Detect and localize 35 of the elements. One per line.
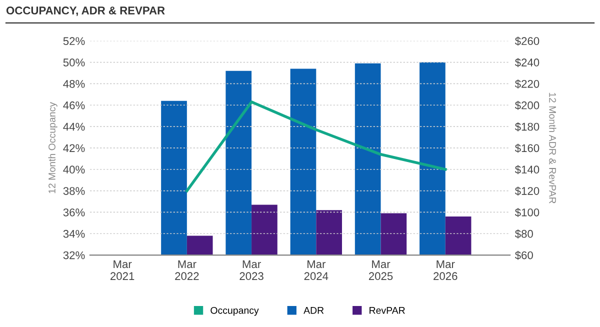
y2-tick-label: $260 [514,36,540,46]
y2-tick-label: $160 [514,144,540,153]
y-tick-label: 32% [63,251,85,260]
y2-tick-label: $220 [514,80,540,89]
legend-label: RevPAR [370,307,405,314]
y-axis-title: 12 Month Occupancy [48,102,58,194]
y-tick-label: 42% [63,144,85,152]
y-tick-label: 50% [63,58,85,66]
y2-tick-label: $60 [514,250,533,260]
x-tick-label: Mar 2026 [434,260,458,280]
y-tick-label: 36% [63,208,85,216]
y-tick-label: 52% [63,37,85,46]
line-series [186,100,447,192]
y-tick-label: 48% [63,80,85,88]
y2-tick-label: $120 [514,186,540,196]
x-tick-label: Mar 2023 [240,260,264,280]
x-tick-label: Mar 2025 [368,260,393,280]
y2-tick-label: $140 [514,165,540,174]
y2-tick-label: $80 [514,229,533,238]
y2-tick-label: $200 [514,100,540,110]
x-tick-label: Mar 2021 [110,260,134,280]
chart-title: OCCUPANCY, ADR & REVPAR [6,6,165,16]
x-tick-label: Mar 2022 [175,260,199,280]
y-tick-label: 34% [63,230,85,238]
legend-label: ADR [304,307,324,314]
y2-axis-title: 12 Month ADR & RevPAR [549,92,556,204]
y-tick-label: 46% [63,101,85,110]
y-tick-label: 40% [63,166,85,174]
y2-tick-label: $180 [514,122,540,132]
legend-label: Occupancy [210,306,259,316]
y2-tick-label: $100 [514,208,540,218]
x-tick-label: Mar 2024 [304,260,328,280]
y2-tick-label: $240 [514,58,540,68]
y-tick-label: 44% [63,122,85,131]
y-tick-label: 38% [63,187,85,195]
